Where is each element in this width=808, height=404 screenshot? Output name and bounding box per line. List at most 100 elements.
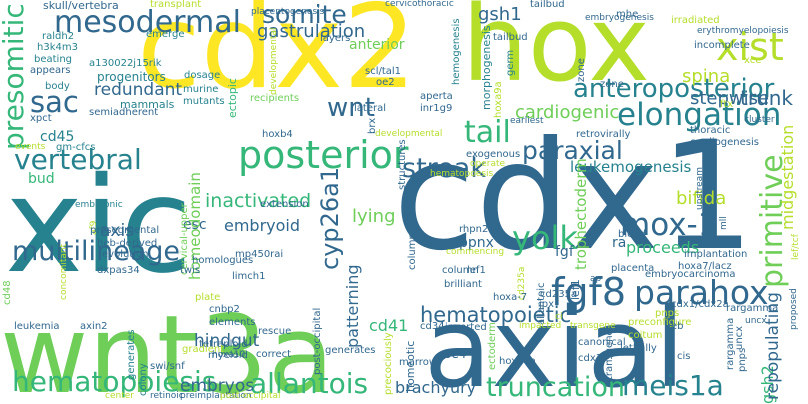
word-cervicothoracic: cervicothoracic (385, 0, 454, 9)
word-blood: brilliant (444, 279, 482, 290)
word-filter: tsx (707, 206, 717, 220)
word-incomplete: erythromyelopoiesis (697, 26, 789, 36)
word-earliest: exogenous (466, 149, 521, 160)
word-elements: elements (209, 317, 256, 328)
word-semiadherent: semiadherent (89, 107, 159, 118)
word-irradiated: mhe (616, 9, 639, 20)
word-axial: axial (424, 284, 686, 404)
word-mutants: mutants (183, 96, 225, 107)
word-ppnx: lef1 (467, 265, 486, 276)
word-thoracic: cluster (744, 115, 775, 125)
word-cd235a: rhpn2 (459, 224, 489, 235)
word-tsx: column (407, 233, 418, 270)
word-brachyury: brachyury (395, 378, 477, 397)
word-center: retinoic (150, 391, 184, 401)
word-plate: plate (195, 292, 221, 303)
word-midgestation: midgestation (778, 124, 797, 230)
word-wnt: wnt (327, 93, 375, 123)
word-lethally: coitum (628, 330, 663, 341)
word-stem: gradient (182, 344, 225, 355)
word-mox1: mox-1 (620, 207, 718, 243)
word-mp450rai: mp450rai (235, 249, 284, 260)
word-hox: hox (462, 0, 650, 105)
word-column: ap (590, 274, 602, 284)
word-tail: tail (464, 115, 511, 150)
word-coitum: preconfigure (628, 317, 692, 328)
word-hindgut: hindgut (194, 331, 260, 351)
word-hematopoesis: developmental (375, 129, 443, 139)
word-hoxa9a: earliest (510, 116, 544, 126)
word-murine: murine (183, 84, 219, 95)
word-inr1g9: inr1g9 (420, 103, 453, 114)
word-evolution: evolution (102, 249, 149, 260)
word-structures: ci (555, 312, 563, 322)
word-implantation: lef/tcf (791, 234, 801, 260)
word-upstream: commencing (446, 247, 505, 257)
word-allantoic: ppnx (459, 235, 494, 251)
word-marrow: marrow (399, 357, 437, 368)
word-body: body (45, 81, 70, 92)
word-xce: incomplete (694, 40, 750, 51)
word-raldh2: raldh2 (42, 31, 75, 42)
word-rescue: rescue (258, 326, 292, 337)
word-cardiogenic: cardiogenic (515, 102, 620, 123)
word-cyp26a1: cyp26a1 (316, 166, 344, 270)
word-trophectoderm: trophectoderm (572, 158, 590, 270)
word-hemogenesis: germ (505, 49, 516, 76)
word-hoxb4: hoxb4 (262, 129, 293, 140)
word-precociously: precociously (383, 332, 394, 395)
word-tbx6: implantation (684, 249, 748, 260)
word-presegmental: presegmental (90, 225, 160, 236)
word-embryos: embryos (180, 376, 255, 396)
word-mesodermal: mesodermal (54, 5, 241, 40)
word-emerge: emerge (146, 29, 185, 40)
word-hematopoiesis: hematopoiesis (12, 365, 217, 398)
word-concomitant: concomitant (59, 243, 69, 300)
word-wnt3a: wnt3a (0, 293, 335, 404)
word-trunk: trunk (740, 86, 793, 110)
word-mll: column (442, 265, 479, 276)
word-developmental: developmental (269, 27, 279, 95)
word-cd45: cd45 (40, 129, 75, 145)
word-relay: xce (744, 55, 762, 66)
word-placenta: cdx1/cdx2a (671, 299, 729, 310)
word-allantois: allantois (250, 367, 369, 400)
word-fgf: fgf (555, 244, 574, 260)
word-lef1: hoxa7/lacz (678, 261, 732, 272)
word-redundant: redundant (94, 80, 183, 100)
word-bud: bud (28, 171, 55, 187)
word-gm-cfcs: gm-cfcs (56, 142, 96, 153)
word-truncation: truncation (486, 372, 626, 403)
word-uncx: pnps (737, 347, 748, 372)
word-oe4: oe4 (444, 347, 467, 361)
word-scl-tal1: scl/tal1 (365, 66, 402, 77)
word-twis: twis (180, 265, 201, 276)
word-yolk: yolk (512, 219, 578, 257)
word-axin2: axin2 (80, 321, 108, 332)
word-multilineage: multilineage (12, 236, 181, 267)
word-leukemogenesis: leukemogenesis (570, 158, 692, 176)
word-exogenous: operate (470, 159, 506, 169)
word-operate: hematopoesis (430, 169, 494, 179)
word-presomitic: presomitic (0, 3, 30, 150)
word-oe2: oe2 (376, 77, 395, 88)
word-fgf8: fgf8 (551, 270, 627, 314)
word-preimplantation: post-occipital (220, 391, 281, 401)
word-embryoid: embryoid (224, 216, 301, 235)
word-aml: upstream (695, 167, 705, 210)
word-zone: zone (576, 58, 587, 82)
word-layers: layers (320, 33, 351, 44)
word-leukemia: leukemia (14, 321, 60, 332)
word-canonical: lethally (620, 343, 657, 354)
word-events: events (15, 142, 46, 152)
word-xist: xist (716, 25, 784, 69)
word-ra: ra (612, 235, 627, 251)
word-h3k4m3: h3k4m3 (37, 42, 78, 53)
word-a130022j15rik: a130022j15rik (89, 58, 162, 69)
word-heb-derived: heb-derived (97, 238, 158, 249)
word-definitive: pnps (655, 308, 680, 319)
word-anterior: anterior (349, 37, 405, 53)
word-eb: cdx1a (578, 353, 609, 364)
word-germ: tailbud (530, 0, 565, 10)
